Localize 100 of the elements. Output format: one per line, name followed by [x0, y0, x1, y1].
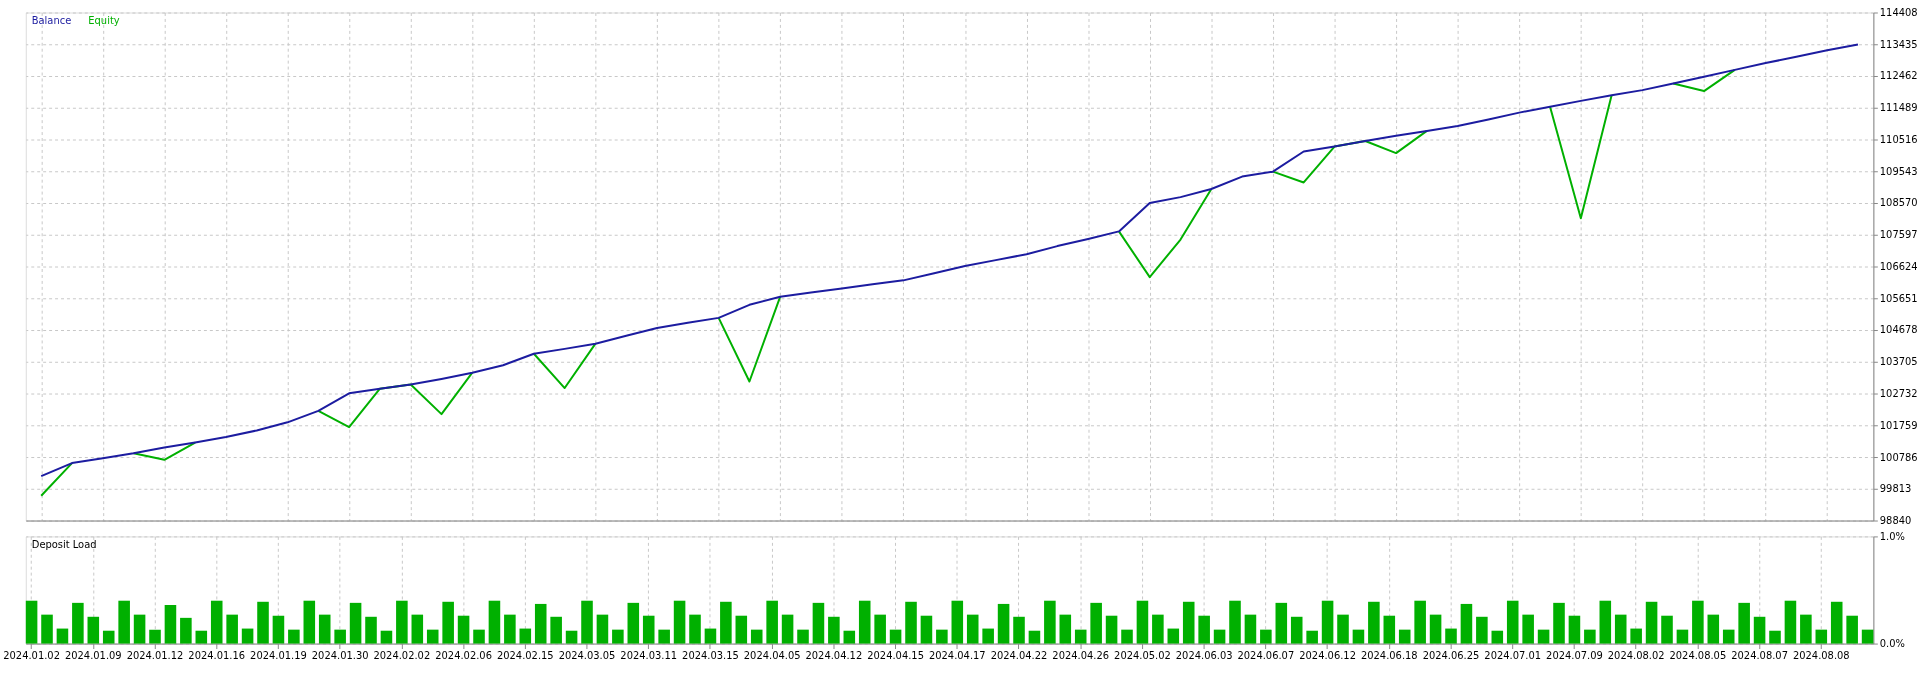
- bar: [72, 602, 84, 644]
- x-tick-label: 2024.07.01: [1484, 649, 1542, 661]
- x-tick-label: 2024.01.02: [3, 649, 60, 661]
- text: Balance: [31, 15, 72, 27]
- bar: [1491, 630, 1504, 644]
- x-tick-label: 2024.02.02: [373, 649, 431, 661]
- y-tick-label: 111489: [1879, 102, 1918, 114]
- bar: [349, 602, 362, 644]
- x-tick-label: 2024.03.11: [620, 649, 678, 661]
- y-tick-label: 103705: [1879, 356, 1918, 368]
- bar: [1275, 602, 1288, 644]
- x-tick-label: 2024.06.03: [1175, 649, 1233, 661]
- bar: [920, 615, 933, 644]
- x-tick-label: 2024.04.12: [805, 649, 863, 661]
- x-tick-label: 2024.04.05: [743, 649, 801, 661]
- bar: [272, 615, 285, 644]
- bar: [1198, 615, 1210, 644]
- bar: [1074, 629, 1087, 644]
- bar: [1553, 602, 1565, 644]
- bar: [843, 630, 856, 644]
- bar: [781, 614, 794, 644]
- bar: [180, 617, 192, 644]
- bar: [1506, 600, 1519, 644]
- bar: [1614, 614, 1627, 644]
- x-tick-label: 2024.08.07: [1731, 649, 1788, 661]
- bar: [1352, 629, 1365, 644]
- chart-title: Deposit Load: [31, 539, 97, 551]
- bar: [318, 614, 331, 644]
- bar: [658, 629, 670, 644]
- bar: [87, 616, 100, 644]
- bar: [1321, 600, 1334, 644]
- bar: [457, 615, 470, 644]
- y-tick-label: 99813: [1879, 483, 1912, 495]
- bar: [1121, 629, 1133, 644]
- bar: [1784, 600, 1797, 644]
- bar: [720, 601, 732, 644]
- bar: [118, 600, 130, 644]
- y-tick-label: 114408: [1879, 6, 1918, 18]
- bar: [41, 614, 53, 644]
- bar: [673, 600, 686, 644]
- bar: [565, 630, 578, 644]
- bar: [1136, 600, 1149, 644]
- bar: [766, 600, 778, 644]
- bar: [1260, 629, 1272, 644]
- bar: [1815, 629, 1828, 644]
- bar: [1800, 614, 1812, 644]
- bar: [257, 601, 269, 644]
- bar: [1707, 614, 1720, 644]
- bar: [1830, 601, 1843, 644]
- bar: [982, 628, 994, 644]
- x-tick-label: 2024.06.12: [1299, 649, 1356, 661]
- x-tick-label: 2024.03.05: [558, 649, 616, 661]
- bar: [874, 614, 886, 644]
- bar: [612, 629, 624, 644]
- bar: [812, 602, 825, 644]
- bar: [1229, 600, 1241, 644]
- y-tick-label: 110516: [1879, 133, 1918, 145]
- bar: [642, 615, 655, 644]
- bar: [1090, 602, 1102, 644]
- bar: [1584, 629, 1596, 644]
- bar: [1753, 616, 1766, 644]
- bar: [735, 615, 748, 644]
- bar: [288, 629, 300, 644]
- x-tick-label: 2024.01.19: [250, 649, 307, 661]
- bar: [905, 601, 917, 644]
- bar: [1213, 629, 1226, 644]
- bar: [303, 600, 316, 644]
- bar: [997, 603, 1010, 644]
- bar: [1676, 629, 1689, 644]
- x-tick-label: 2024.04.15: [867, 649, 924, 661]
- bar: [1537, 629, 1550, 644]
- bar: [1722, 629, 1735, 644]
- y-tick-label: 109543: [1879, 165, 1918, 177]
- bar: [56, 628, 69, 644]
- x-tick-label: 2024.07.09: [1546, 649, 1603, 661]
- bar: [966, 614, 979, 644]
- bar: [1152, 614, 1164, 644]
- x-tick-label: 2024.01.30: [311, 649, 369, 661]
- x-tick-label: 2024.04.26: [1052, 649, 1110, 661]
- bar: [1244, 614, 1257, 644]
- bar: [442, 601, 454, 644]
- y-tick-label: 106624: [1879, 260, 1918, 272]
- x-tick-label: 2024.01.16: [188, 649, 246, 661]
- bar: [133, 614, 146, 644]
- bar: [1769, 630, 1781, 644]
- bar: [951, 600, 964, 644]
- bar: [488, 600, 501, 644]
- y-tick-label: 104678: [1879, 324, 1918, 336]
- bar: [1306, 630, 1318, 644]
- bar: [504, 614, 516, 644]
- bar: [534, 603, 547, 644]
- x-tick-label: 2024.08.05: [1669, 649, 1727, 661]
- bar: [102, 630, 115, 644]
- bar: [210, 600, 223, 644]
- bar: [1398, 629, 1411, 644]
- bar: [1182, 601, 1195, 644]
- bar: [1661, 615, 1673, 644]
- bar: [828, 616, 840, 644]
- bar: [1846, 615, 1858, 644]
- bar: [1645, 601, 1658, 644]
